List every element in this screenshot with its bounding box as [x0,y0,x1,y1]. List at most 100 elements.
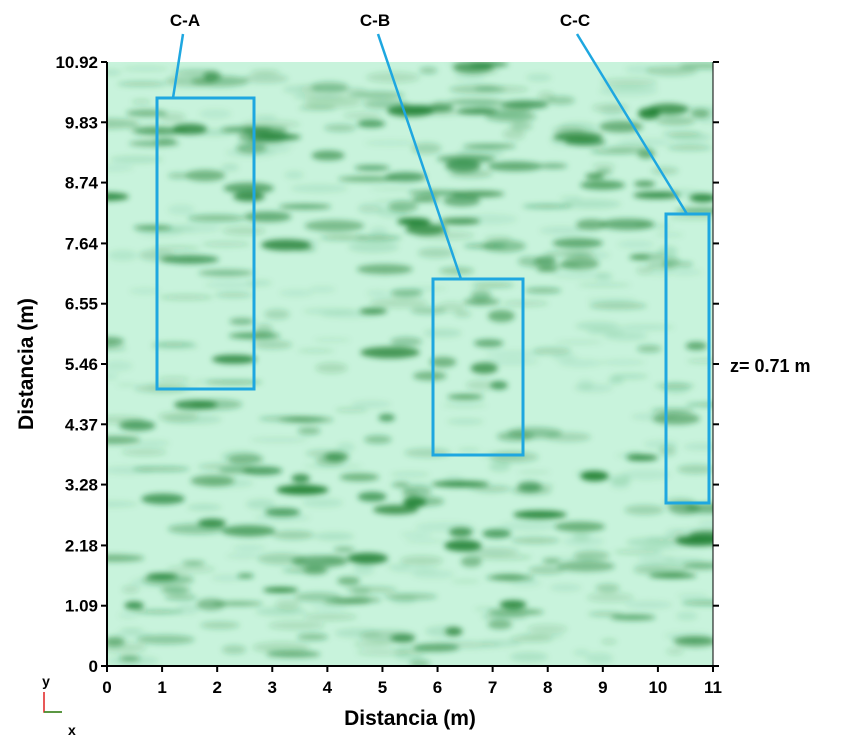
texture-blob [312,337,352,343]
texture-blob [586,592,634,603]
texture-blob [365,289,390,297]
x-tick-label: 0 [102,678,111,697]
texture-blob [502,300,550,307]
texture-blob [153,342,196,347]
texture-blob [358,205,379,213]
texture-blob [369,187,418,192]
texture-blob [390,336,423,347]
leader-line [376,33,463,280]
texture-blob [119,655,141,662]
texture-blob [376,206,410,218]
texture-blob [117,81,168,87]
texture-blob [552,238,604,249]
texture-blob [142,574,195,586]
texture-blob [107,69,122,76]
y-tick-label: 10.92 [55,53,98,72]
texture-blob [442,195,481,207]
texture-blob [176,603,200,615]
texture-blob [417,247,455,259]
texture-blob [577,282,632,288]
texture-blob [636,265,653,275]
texture-blob [652,412,701,425]
texture-blob [190,475,235,487]
texture-blob [524,287,562,294]
texture-blob [522,204,573,209]
texture-blob [667,144,712,151]
texture-blob [677,464,713,475]
texture-blob [404,538,446,544]
texture-blob [204,280,257,289]
x-tick-label: 9 [598,678,607,697]
texture-blob [107,164,135,172]
texture-blob [348,91,405,99]
axis-indicator-label: y [42,673,50,689]
texture-blob [246,279,272,287]
texture-blob [252,641,310,653]
texture-blob [129,287,161,295]
texture-blob [390,471,431,477]
annotation-label: C-B [360,11,390,30]
texture-blob [654,232,684,238]
texture-blob [107,500,139,508]
texture-blob [575,219,607,231]
texture-blob [551,140,572,147]
texture-blob [473,606,498,612]
texture-blob [461,213,518,225]
texture-blob [309,286,336,293]
texture-blob [626,537,678,548]
texture-blob [364,435,392,444]
texture-blob [579,180,626,190]
leader-line [575,33,689,215]
texture-blob [661,131,702,137]
texture-blob [357,120,386,128]
texture-blob [484,235,513,242]
texture-blob [297,427,321,435]
texture-blob [185,169,226,182]
texture-blob [186,503,222,511]
texture-blob [610,373,649,380]
texture-blob [221,525,276,537]
y-tick-label: 8.74 [65,174,99,193]
texture-blob [253,115,278,120]
texture-blob [290,184,349,193]
texture-blob [554,339,604,345]
texture-blob [673,527,713,539]
texture-blob [198,269,254,277]
texture-blob [410,306,446,315]
texture-blob [390,567,439,573]
texture-blob [676,261,694,267]
texture-blob [689,193,713,203]
annotation-label: C-C [560,11,590,30]
texture-blob [647,261,674,270]
texture-blob [166,565,216,573]
texture-blob [363,139,417,147]
y-tick-label: 3.28 [65,476,98,495]
texture-blob [447,394,484,400]
texture-blob [347,552,389,565]
texture-blob [334,407,369,413]
texture-blob [122,66,170,72]
x-tick-label: 1 [157,678,166,697]
texture-blob [196,598,226,611]
texture-blob [443,641,501,650]
texture-blob [474,484,510,494]
region-box [155,96,256,391]
texture-blob [173,399,218,410]
texture-blob [613,549,664,555]
y-tick-label: 7.64 [65,234,99,253]
texture-blob [167,172,189,179]
texture-blob [301,497,344,508]
texture-blob [409,286,448,291]
texture-blob [114,631,152,639]
texture-blob [402,486,432,497]
texture-blob [128,140,180,147]
texture-blob [160,255,220,264]
texture-blob [242,466,283,476]
texture-blob [510,121,533,131]
texture-blob [107,435,141,444]
texture-blob [638,107,660,120]
x-tick-label: 10 [648,678,667,697]
texture-blob [152,245,201,251]
texture-blob [510,537,560,544]
texture-blob [516,470,552,475]
